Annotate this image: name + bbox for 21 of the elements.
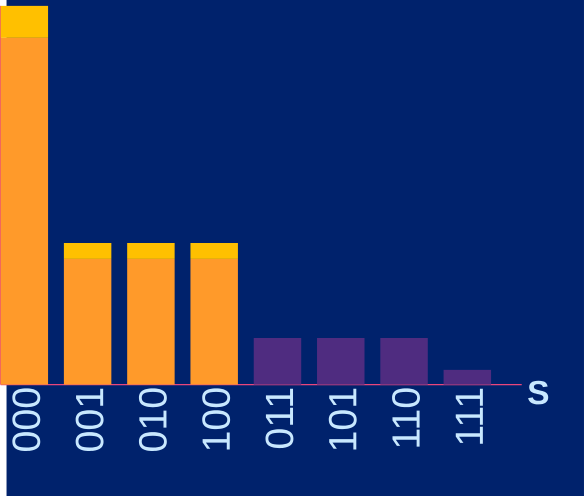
bar bbox=[444, 370, 492, 384]
bar bbox=[127, 258, 175, 384]
x-tick-label: 110 bbox=[392, 388, 420, 446]
bar bbox=[254, 338, 302, 384]
x-axis-title: S bbox=[528, 380, 548, 404]
bar bbox=[190, 242, 238, 259]
bar bbox=[0, 38, 48, 384]
x-tick-label: 001 bbox=[76, 388, 104, 451]
bar bbox=[190, 258, 238, 384]
bar bbox=[0, 6, 48, 38]
bar bbox=[127, 242, 175, 259]
x-tick-label: 100 bbox=[202, 388, 230, 450]
x-tick-label: 011 bbox=[266, 388, 294, 448]
x-tick-label: 101 bbox=[328, 388, 357, 450]
bar bbox=[64, 242, 112, 259]
x-tick-label: 000 bbox=[12, 388, 40, 451]
x-tick-label: 111 bbox=[456, 388, 483, 444]
bar bbox=[380, 338, 428, 384]
bar bbox=[317, 338, 364, 384]
x-tick-label: 010 bbox=[138, 388, 167, 451]
bar bbox=[64, 258, 112, 384]
